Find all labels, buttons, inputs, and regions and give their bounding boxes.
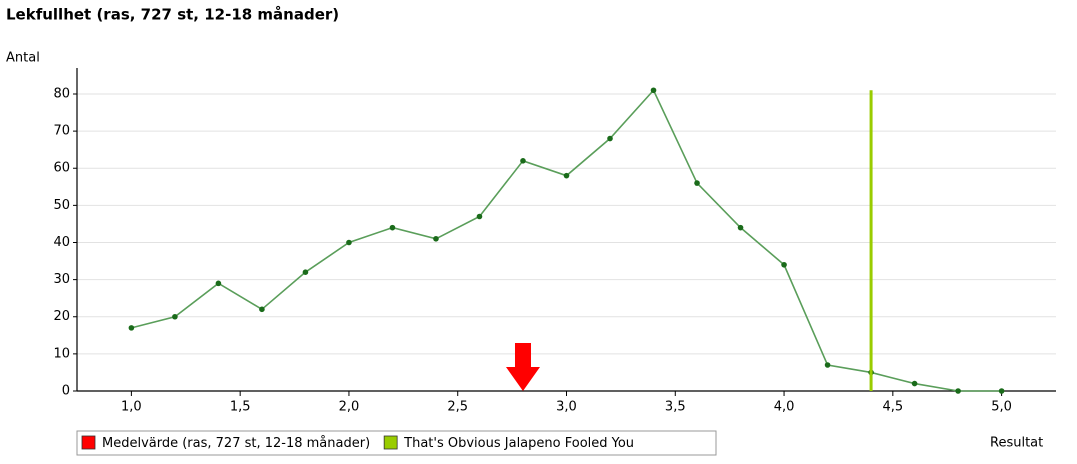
- y-axis-label: Antal: [6, 51, 40, 66]
- x-tick-label: 1,5: [230, 400, 251, 415]
- data-point: [563, 172, 570, 179]
- y-tick-label: 30: [53, 272, 70, 287]
- y-tick-label: 70: [53, 124, 70, 139]
- x-tick-label: 1,0: [121, 400, 142, 415]
- y-tick-label: 40: [53, 235, 70, 250]
- data-point: [346, 239, 352, 246]
- x-tick-label: 2,0: [339, 400, 360, 415]
- data-point: [824, 362, 831, 368]
- data-point: [215, 280, 222, 287]
- y-tick-label: 50: [53, 198, 70, 213]
- y-tick-label: 80: [53, 86, 70, 101]
- y-tick-label: 10: [53, 346, 70, 361]
- data-point: [476, 213, 483, 220]
- data-point: [389, 224, 396, 231]
- data-point: [607, 135, 613, 142]
- data-point: [172, 313, 178, 320]
- data-point: [650, 87, 657, 94]
- legend-swatch: [383, 435, 398, 450]
- y-tick-label: 20: [53, 309, 70, 324]
- data-point: [128, 325, 135, 331]
- data-point: [694, 180, 700, 186]
- x-tick-label: 2,5: [447, 400, 468, 415]
- data-point: [737, 224, 744, 231]
- x-tick-label: 4,0: [774, 400, 795, 415]
- chart-title: Lekfullhet (ras, 727 st, 12-18 månader): [6, 6, 339, 24]
- mean-arrow: [505, 343, 540, 391]
- data-point: [302, 269, 309, 275]
- x-tick-label: 5,0: [991, 400, 1012, 415]
- x-tick-label: 3,0: [556, 400, 577, 415]
- data-point: [781, 261, 787, 268]
- data-point: [911, 380, 918, 387]
- data-point: [433, 235, 439, 242]
- x-axis-label: Resultat: [990, 436, 1043, 451]
- data-point: [520, 158, 526, 164]
- data-point: [998, 388, 1005, 394]
- data-point: [955, 388, 961, 394]
- legend-swatch: [81, 435, 96, 450]
- legend-label: Medelvärde (ras, 727 st, 12-18 månader): [102, 436, 370, 451]
- legend-label: That's Obvious Jalapeno Fooled You: [403, 436, 634, 451]
- data-point: [259, 306, 265, 313]
- y-tick-label: 0: [62, 384, 70, 399]
- y-tick-label: 60: [53, 161, 70, 176]
- x-tick-label: 4,5: [882, 400, 903, 415]
- x-tick-label: 3,5: [665, 400, 686, 415]
